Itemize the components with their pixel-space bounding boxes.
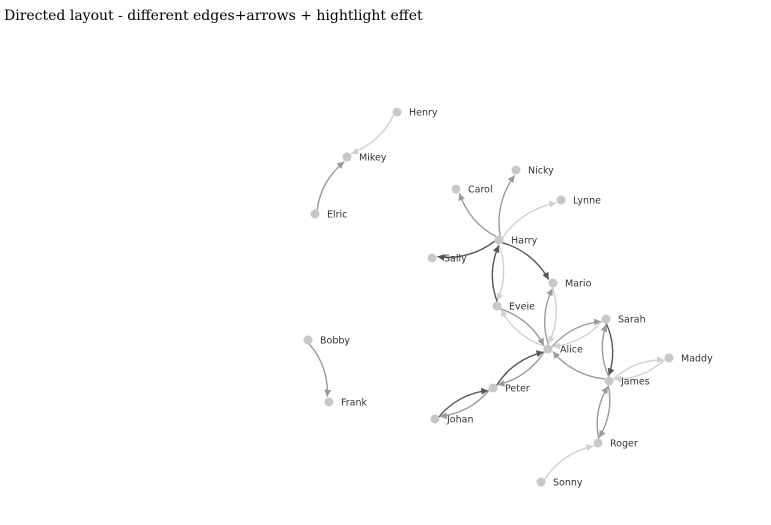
node-dot[interactable] [488, 383, 498, 393]
node-james[interactable]: James [604, 376, 650, 388]
node-label: Mikey [359, 153, 387, 164]
node-mario[interactable]: Mario [548, 278, 592, 290]
edge-alice-mario[interactable] [543, 288, 554, 345]
edge-alice-eveie[interactable] [500, 309, 545, 347]
node-dot[interactable] [556, 195, 566, 205]
node-label: Bobby [320, 336, 350, 347]
node-eveie[interactable]: Eveie [492, 301, 536, 313]
node-dot[interactable] [536, 477, 546, 487]
node-lynne[interactable]: Lynne [556, 195, 602, 207]
edge-peter-alice[interactable] [496, 350, 544, 386]
edge-roger-james[interactable] [596, 386, 609, 439]
node-carol[interactable]: Carol [451, 184, 493, 196]
edge-maddy-james[interactable] [614, 359, 666, 383]
node-mikey[interactable]: Mikey [342, 152, 387, 164]
edge-james-roger[interactable] [598, 385, 611, 438]
node-dot[interactable] [593, 438, 603, 448]
node-dot[interactable] [604, 376, 614, 386]
node-label: Peter [505, 384, 530, 395]
node-dot[interactable] [548, 278, 558, 288]
node-henry[interactable]: Henry [392, 107, 438, 119]
node-dot[interactable] [324, 397, 334, 407]
node-dot[interactable] [303, 335, 313, 345]
node-elric[interactable]: Elric [310, 209, 348, 221]
node-label: Harry [511, 236, 538, 247]
node-label: Lynne [573, 196, 601, 207]
node-alice[interactable]: Alice [543, 344, 584, 356]
node-label: James [620, 377, 650, 388]
node-dot[interactable] [430, 414, 440, 424]
edge-james-sarah[interactable] [600, 324, 610, 377]
node-label: Maddy [681, 354, 713, 365]
node-label: Eveie [509, 302, 535, 313]
node-dot[interactable] [543, 344, 553, 354]
node-label: Elric [327, 210, 347, 221]
edge-peter-johan[interactable] [439, 389, 490, 420]
edge-johan-peter[interactable] [438, 387, 489, 418]
node-label: Henry [409, 108, 438, 119]
node-label: Sally [444, 254, 467, 265]
node-sally[interactable]: Sally [427, 253, 468, 265]
node-sarah[interactable]: Sarah [601, 314, 646, 326]
edge-elric-mikey[interactable] [316, 161, 345, 211]
node-label: Johan [446, 415, 473, 426]
node-bobby[interactable]: Bobby [303, 335, 351, 347]
node-frank[interactable]: Frank [324, 397, 368, 409]
node-label: Mario [565, 279, 592, 290]
edge-alice-peter[interactable] [497, 351, 545, 387]
page-title: Directed layout - different edges+arrows… [4, 8, 423, 24]
node-dot[interactable] [511, 165, 521, 175]
edge-bobby-frank[interactable] [308, 343, 332, 397]
node-harry[interactable]: Harry [494, 235, 538, 247]
node-sonny[interactable]: Sonny [536, 477, 583, 489]
node-peter[interactable]: Peter [488, 383, 530, 395]
node-maddy[interactable]: Maddy [664, 353, 714, 365]
edge-sarah-alice[interactable] [552, 320, 603, 350]
edge-alice-sarah[interactable] [551, 318, 602, 348]
node-dot[interactable] [392, 107, 402, 117]
edge-sarah-james[interactable] [605, 323, 615, 376]
edge-harry-sally[interactable] [437, 240, 496, 261]
edge-mario-alice[interactable] [547, 287, 558, 344]
node-label: Roger [610, 439, 638, 450]
node-label: Sarah [618, 315, 646, 326]
node-label: Alice [560, 345, 583, 356]
edge-eveie-alice[interactable] [500, 308, 545, 346]
node-dot[interactable] [427, 253, 437, 263]
edge-harry-eveie[interactable] [496, 244, 505, 301]
node-label: Sonny [553, 478, 583, 489]
node-dot[interactable] [664, 353, 674, 363]
edge-sonny-roger[interactable] [544, 444, 594, 480]
node-johan[interactable]: Johan [430, 414, 474, 426]
edge-eveie-harry[interactable] [491, 245, 500, 302]
node-label: Nicky [528, 166, 554, 177]
edge-harry-mario[interactable] [502, 242, 550, 280]
node-dot[interactable] [451, 184, 461, 194]
node-dot[interactable] [601, 314, 611, 324]
edge-henry-mikey[interactable] [350, 114, 395, 155]
node-label: Carol [468, 185, 493, 196]
node-dot[interactable] [494, 235, 504, 245]
edge-james-alice[interactable] [552, 351, 606, 380]
node-label: Frank [341, 398, 368, 409]
edge-harry-nicky[interactable] [498, 174, 516, 236]
edge-harry-lynne[interactable] [502, 200, 557, 238]
edge-harry-carol[interactable] [458, 192, 497, 238]
node-dot[interactable] [492, 301, 502, 311]
node-dot[interactable] [310, 209, 320, 219]
node-nicky[interactable]: Nicky [511, 165, 555, 177]
node-dot[interactable] [342, 152, 352, 162]
node-roger[interactable]: Roger [593, 438, 638, 450]
